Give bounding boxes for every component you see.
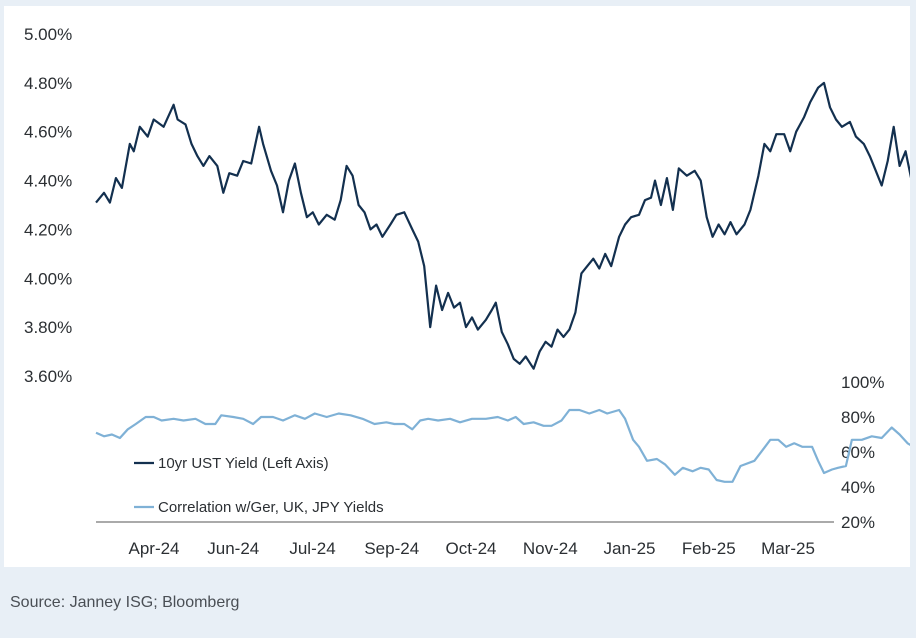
legend-label-correlation: Correlation w/Ger, UK, JPY Yields	[158, 499, 384, 516]
right-tick-label: 80%	[841, 408, 875, 427]
x-tick-label: Jan-25	[604, 539, 656, 558]
left-tick-label: 4.20%	[24, 220, 72, 239]
x-tick-label: Sep-24	[364, 539, 419, 558]
x-tick-label: Nov-24	[523, 539, 578, 558]
source-note: Source: Janney ISG; Bloomberg	[10, 594, 240, 611]
legend-label-yield: 10yr UST Yield (Left Axis)	[158, 455, 329, 472]
x-axis-ticks: Apr-24 Jun-24 Jul-24 Sep-24 Oct-24 Nov-24 Jan-…	[128, 539, 814, 558]
right-tick-label: 100%	[841, 373, 884, 392]
series-line-correlation	[95, 408, 910, 483]
right-tick-label: 60%	[841, 443, 875, 462]
chart-panel: 3.60% 3.80% 4.00% 4.20% 4.40% 4.60% 4.80% 5.00%…	[4, 6, 910, 567]
left-tick-label: 4.80%	[24, 74, 72, 93]
x-tick-label: Oct-24	[445, 539, 496, 558]
x-tick-label: Jun-24	[207, 539, 259, 558]
yield-correlation-chart: 3.60% 3.80% 4.00% 4.20% 4.40% 4.60% 4.80% 5.00%…	[24, 25, 910, 558]
left-tick-label: 5.00%	[24, 25, 72, 44]
left-tick-label: 4.40%	[24, 172, 72, 191]
left-tick-label: 4.60%	[24, 123, 72, 142]
left-axis-ticks: 3.60% 3.80% 4.00% 4.20% 4.40% 4.60% 4.80% 5.00%	[24, 25, 72, 386]
right-tick-label: 40%	[841, 478, 875, 497]
right-axis-ticks: 20% 40% 60% 80% 100%	[841, 373, 884, 532]
legend: 10yr UST Yield (Left Axis) Correlation w…	[134, 455, 384, 516]
left-tick-label: 3.60%	[24, 367, 72, 386]
x-tick-label: Apr-24	[128, 539, 179, 558]
left-tick-label: 4.00%	[24, 269, 72, 288]
x-tick-label: Feb-25	[682, 539, 736, 558]
x-tick-label: Mar-25	[761, 539, 815, 558]
series-line-yield	[95, 81, 910, 370]
x-tick-label: Jul-24	[289, 539, 335, 558]
right-tick-label: 20%	[841, 513, 875, 532]
left-tick-label: 3.80%	[24, 318, 72, 337]
